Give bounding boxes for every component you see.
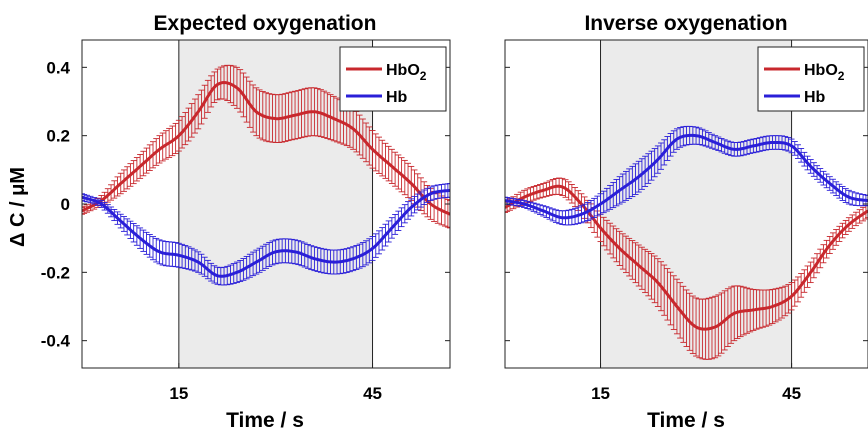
plot-area	[82, 64, 450, 286]
y-tick-label: -0.2	[41, 263, 70, 282]
series-line-hb	[505, 133, 868, 220]
x-axis-label: Time / s	[226, 409, 304, 432]
plot-area	[505, 125, 868, 360]
chart-title: Inverse oxygenation	[584, 12, 787, 35]
x-tick-label: 45	[363, 384, 382, 403]
x-axis-label: Time / s	[647, 409, 725, 432]
legend-box	[757, 46, 865, 112]
y-tick-label: 0	[61, 195, 70, 214]
x-tick-label: 15	[169, 384, 188, 403]
chart-panel-inverse: Inverse oxygenation Time / s 15 45 HbO2 Hb	[504, 12, 868, 432]
series-line-hb	[82, 188, 450, 278]
legend-label-hb: Hb	[804, 89, 826, 106]
y-tick-label: 0.2	[46, 127, 70, 146]
chart-title: Expected oxygenation	[154, 12, 377, 35]
legend-label-hb: Hb	[386, 89, 408, 106]
legend-label-hbo2: HbO2	[386, 62, 427, 83]
legend: HbO2 Hb	[757, 46, 865, 112]
legend: HbO2 Hb	[339, 46, 447, 112]
legend-label-hbo2: HbO2	[804, 62, 845, 83]
x-tick-label: 45	[782, 384, 801, 403]
y-tick-label: -0.4	[41, 332, 71, 351]
chart-panel-expected: Expected oxygenation Δ C / μM Time / s 0…	[7, 12, 451, 432]
x-tick-label: 15	[591, 384, 610, 403]
series-line-hbo2	[505, 184, 868, 331]
legend-box	[339, 46, 447, 112]
y-tick-label: 0.4	[46, 58, 70, 77]
series-line-hbo2	[82, 80, 450, 216]
y-axis-label: Δ C / μM	[7, 167, 29, 247]
error-bars-hb	[82, 183, 450, 286]
